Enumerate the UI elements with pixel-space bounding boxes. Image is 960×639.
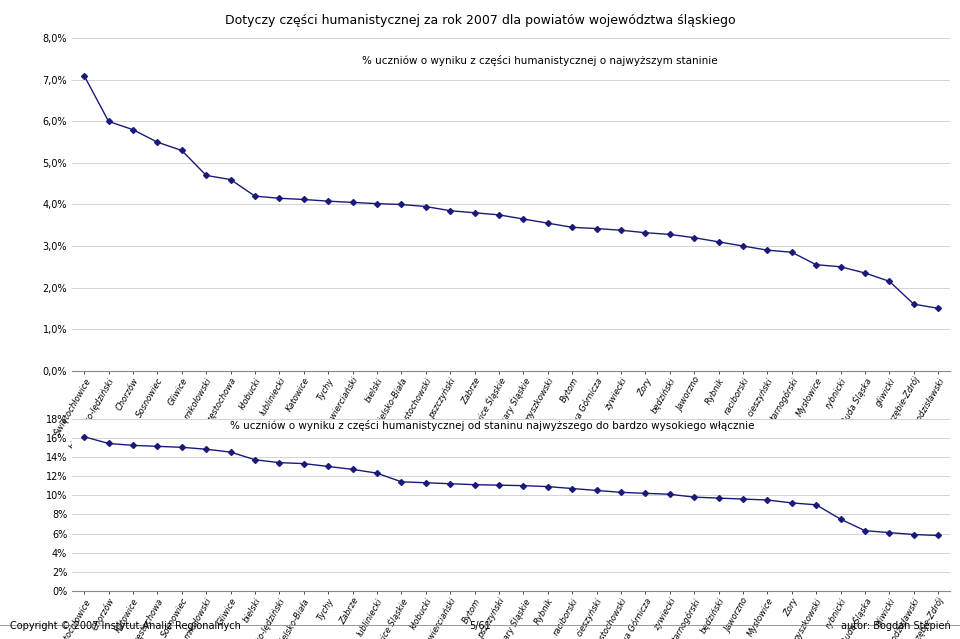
Text: Dotyczy części humanistycznej za rok 2007 dla powiatów województwa śląskiego: Dotyczy części humanistycznej za rok 200… [225,14,735,27]
Text: 5/61: 5/61 [469,621,491,631]
Text: Copyright © 2007 Instytut Analiz Regionalnych: Copyright © 2007 Instytut Analiz Regiona… [10,621,240,631]
Text: autor: Bogdan Stępień: autor: Bogdan Stępień [841,621,950,631]
Text: % uczniów o wyniku z części humanistycznej od staninu najwyższego do bardzo wyso: % uczniów o wyniku z części humanistyczn… [230,420,755,431]
Text: % uczniów o wyniku z części humanistycznej o najwyższym staninie: % uczniów o wyniku z części humanistyczn… [362,55,717,66]
